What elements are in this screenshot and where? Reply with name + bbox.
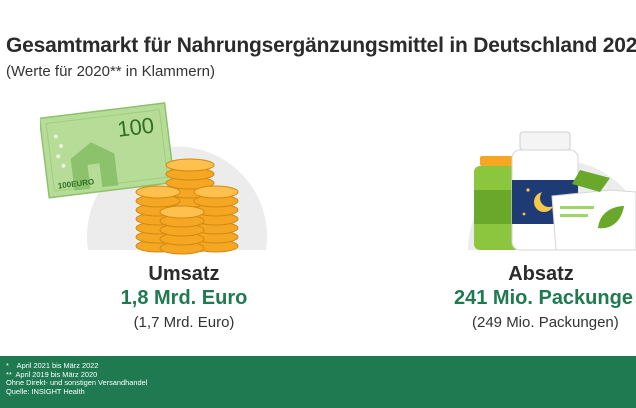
umsatz-previous: (1,7 Mrd. Euro) [133, 314, 235, 331]
money-illustration: 100 100EURO [40, 102, 267, 255]
absatz-stat: Absatz 241 Mio. Packungen (249 Mio. Pack… [448, 262, 634, 334]
umsatz-stat: Umsatz 1,8 Mrd. Euro (1,7 Mrd. Euro) [96, 262, 272, 334]
banknote-value-large: 100 [116, 113, 155, 142]
umsatz-label: Umsatz [148, 263, 220, 285]
banknote-value-small: 100EURO [57, 177, 94, 190]
banknote-icon: 100 100EURO [40, 102, 176, 199]
footnote-2: ** April 2019 bis März 2020 [6, 369, 98, 379]
footer-bar: * April 2021 bis März 2022 ** April 2019… [0, 356, 636, 408]
absatz-value: 241 Mio. Packungen [454, 287, 634, 309]
footnotes: * April 2021 bis März 2022 ** April 2019… [6, 361, 148, 396]
footnote-source: Quelle: INSIGHT Health [6, 386, 85, 396]
absatz-previous: (249 Mio. Packungen) [472, 314, 619, 331]
coin-stack-front [159, 205, 205, 255]
leaf-icon [598, 206, 624, 229]
packages-illustration [468, 131, 636, 251]
absatz-label: Absatz [508, 263, 574, 285]
package-box-icon [551, 170, 636, 251]
footnote-3: Ohne Direkt- und sonstigen Versandhandel [6, 378, 148, 388]
page-subtitle: (Werte für 2020** in Klammern) [6, 63, 215, 80]
coin-stack-right [193, 185, 239, 253]
footnote-1: * April 2021 bis März 2022 [6, 361, 99, 370]
umsatz-value: 1,8 Mrd. Euro [120, 287, 248, 309]
coin-stacks-icon [135, 158, 239, 255]
page-title: Gesamtmarkt für Nahrungsergänzungsmittel… [6, 34, 636, 57]
